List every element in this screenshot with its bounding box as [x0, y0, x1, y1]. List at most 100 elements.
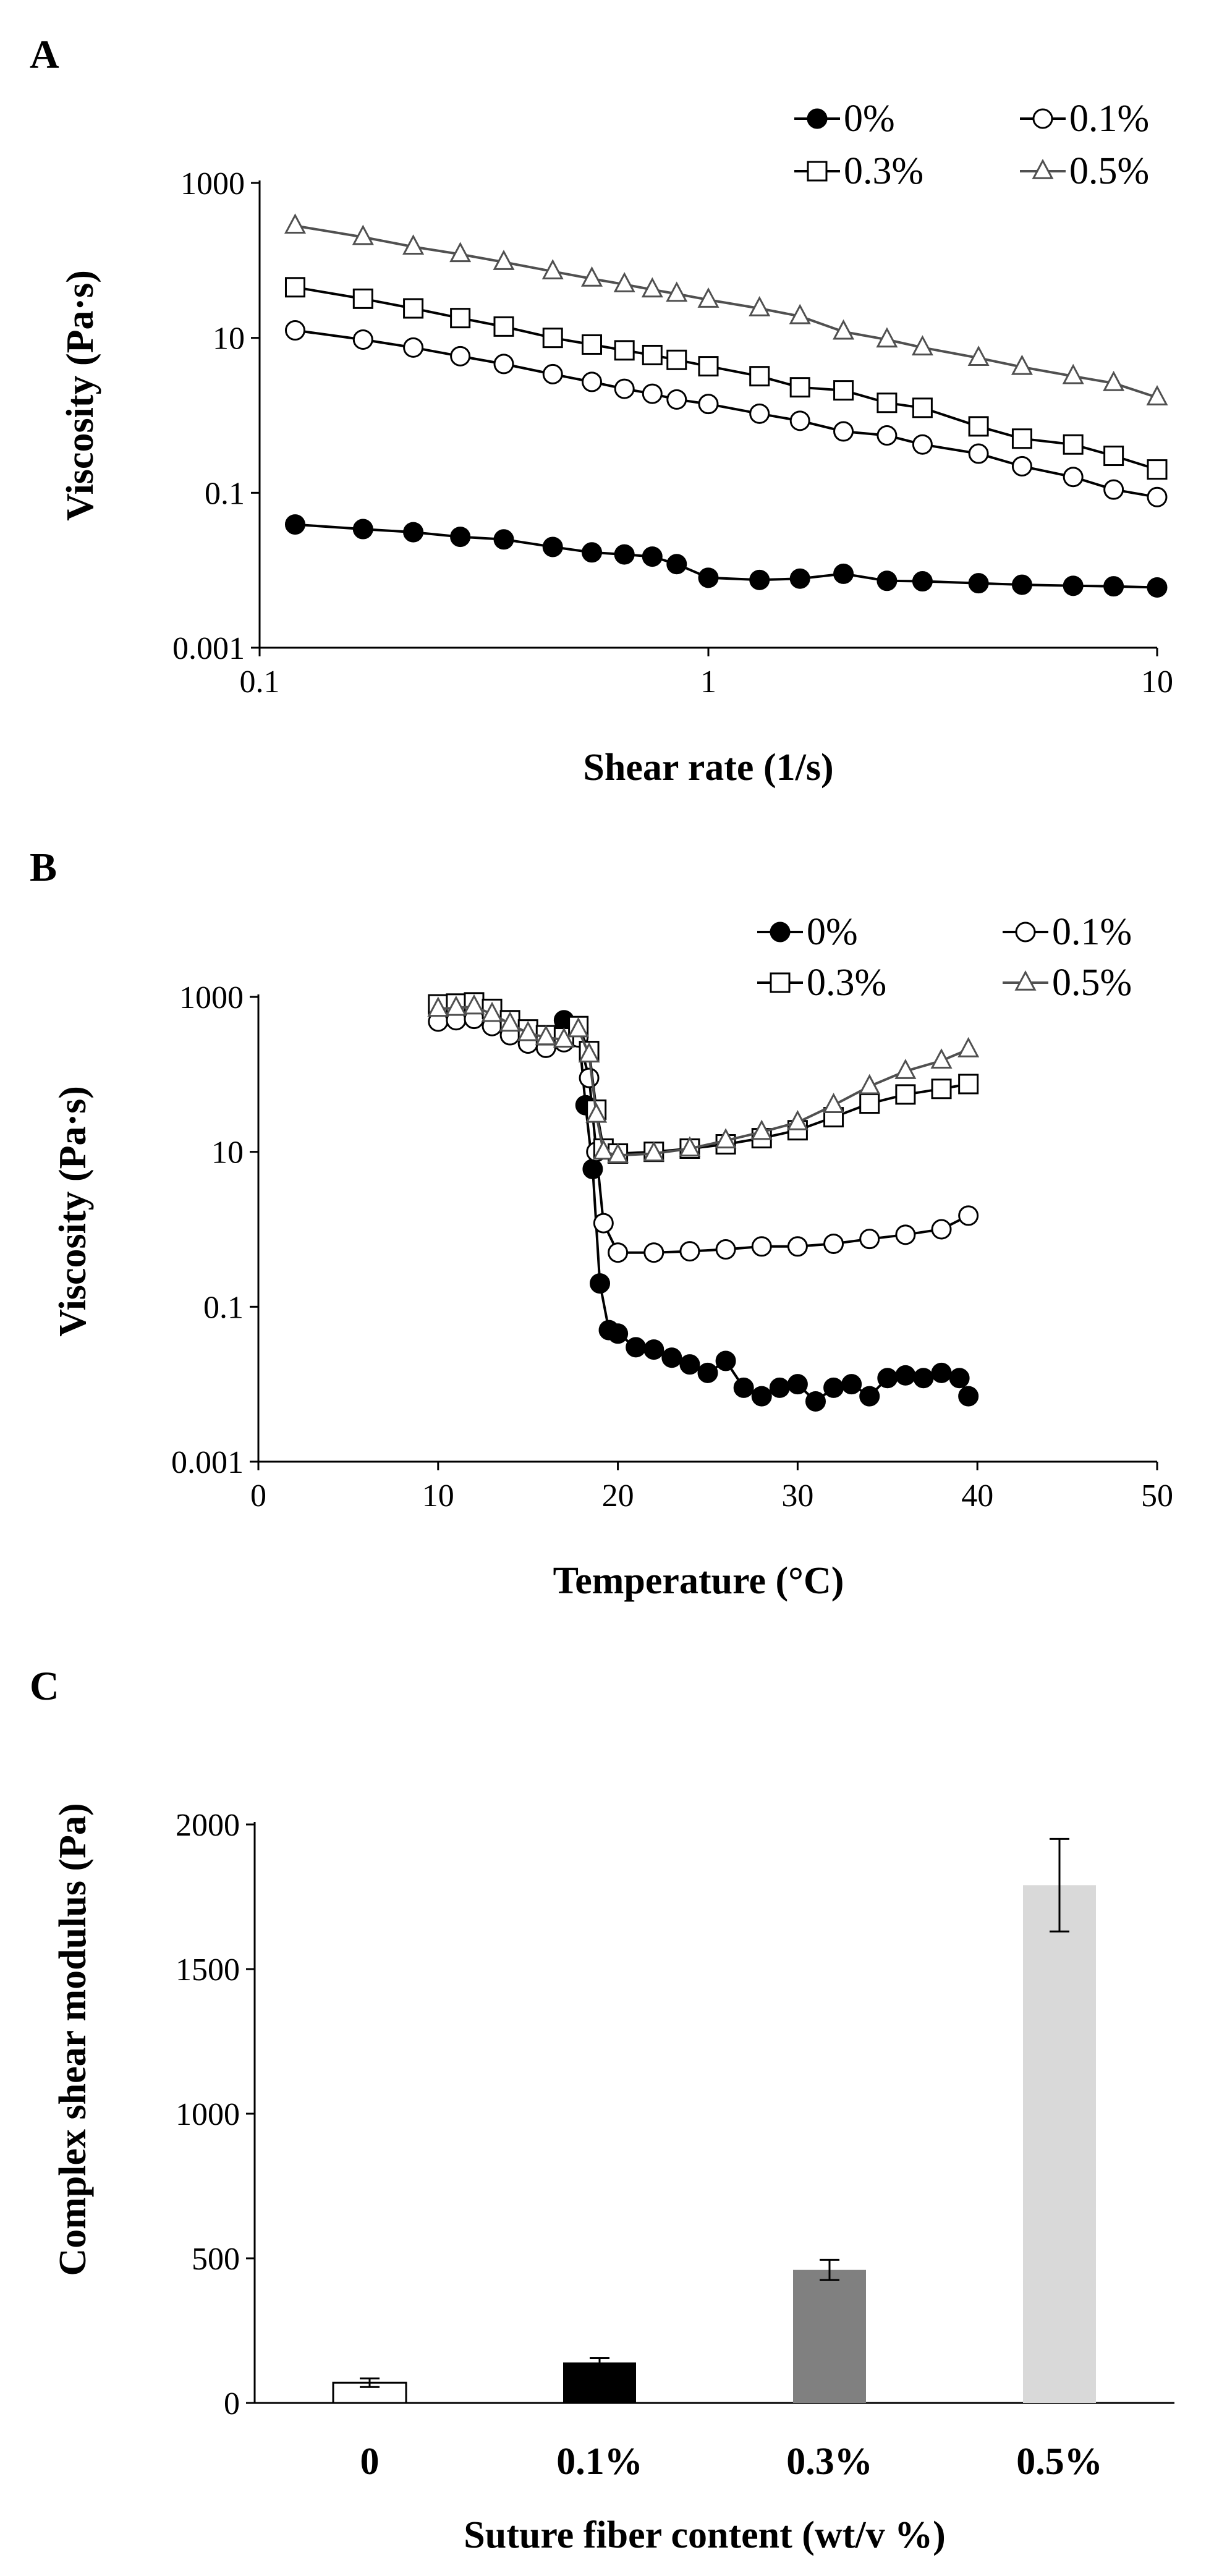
- panel-c: C 0 500 1000 1500 2000 0 0.1% 0.3% 0.5% Suture …: [30, 1664, 1174, 2556]
- legend-item: 0.3%: [794, 150, 923, 192]
- data-point: [789, 410, 810, 431]
- data-point: [787, 1236, 808, 1257]
- series-line: [438, 1010, 970, 1404]
- data-point: [833, 563, 854, 584]
- data-point: [957, 1036, 980, 1057]
- series-0.3%: [284, 277, 1168, 480]
- data-point: [958, 1386, 979, 1407]
- series-0.5%: [284, 213, 1168, 405]
- panel-letter-b: B: [30, 845, 57, 890]
- y-tick-label: 0.001: [172, 631, 245, 666]
- panel-a-y-axis-title: Viscosity (Pa·s): [59, 270, 101, 521]
- panel-c-y-axis-title: Complex shear modulus (Pa): [52, 1803, 94, 2276]
- legend-label: 0.5%: [1052, 962, 1132, 1004]
- data-point: [578, 1042, 600, 1063]
- data-point: [352, 329, 373, 350]
- data-point: [608, 1242, 629, 1263]
- data-point: [450, 527, 471, 548]
- series-line: [438, 1017, 969, 1254]
- y-tick-label: 10: [211, 1135, 244, 1171]
- x-category-label: 0: [360, 2441, 380, 2483]
- data-point: [949, 1368, 970, 1389]
- panel-a-series: [284, 213, 1168, 598]
- data-point: [679, 1241, 700, 1262]
- y-tick-label: 1000: [179, 980, 244, 1015]
- legend-item: 0.5%: [1020, 150, 1149, 192]
- data-point: [666, 281, 688, 302]
- bar: [1023, 1885, 1096, 2403]
- data-point: [931, 1078, 952, 1099]
- data-point: [567, 1017, 590, 1038]
- data-point: [553, 1027, 575, 1048]
- data-point: [666, 349, 687, 370]
- data-point: [1103, 370, 1125, 391]
- panel-letter-a: A: [30, 32, 59, 77]
- legend-label: 0.1%: [1052, 911, 1132, 953]
- data-point: [593, 1213, 614, 1234]
- legend-label: 0%: [844, 98, 895, 140]
- data-point: [450, 308, 471, 329]
- data-point: [352, 224, 374, 245]
- legend-item: 0.1%: [1003, 911, 1132, 953]
- legend-marker: [770, 972, 791, 993]
- data-point: [789, 303, 811, 324]
- data-point: [542, 536, 563, 557]
- panel-a-x-axis-title: Shear rate (1/s): [583, 747, 833, 789]
- data-point: [499, 1011, 521, 1032]
- data-point: [749, 569, 770, 590]
- data-point: [1011, 428, 1032, 449]
- x-category-label: 0.3%: [786, 2441, 873, 2483]
- data-point: [1062, 363, 1084, 384]
- bar-group: 0.3%: [786, 2258, 873, 2483]
- data-point: [614, 544, 635, 565]
- data-point: [493, 316, 514, 337]
- panel-c-bars: 0 0.1% 0.3% 0.5%: [332, 1837, 1103, 2483]
- data-point: [751, 1236, 772, 1257]
- x-tick-label: 10: [1141, 664, 1173, 700]
- data-point: [541, 259, 564, 279]
- data-point: [698, 394, 719, 415]
- panel-b-legend: 0% 0.1% 0.3% 0.5%: [757, 911, 1132, 1004]
- legend-marker: [1014, 970, 1037, 991]
- data-point: [931, 1362, 952, 1383]
- y-tick-label: 500: [192, 2242, 240, 2277]
- x-tick-label: 30: [781, 1478, 813, 1514]
- data-point: [666, 554, 687, 575]
- series-0.1%: [428, 1009, 979, 1263]
- panel-c-x-axis-title: Suture fiber content (wt/v %): [464, 2514, 946, 2556]
- data-point: [912, 397, 933, 418]
- y-tick-label: 10: [213, 321, 245, 357]
- legend-marker: [1032, 158, 1054, 179]
- data-point: [968, 416, 989, 437]
- data-point: [679, 1136, 701, 1157]
- data-point: [877, 570, 898, 591]
- data-point: [958, 1205, 979, 1226]
- data-point: [786, 1109, 809, 1130]
- series-0%: [284, 514, 1168, 598]
- data-point: [833, 380, 854, 401]
- data-point: [833, 421, 854, 442]
- data-point: [1147, 486, 1168, 507]
- data-point: [805, 1391, 826, 1412]
- data-point: [641, 277, 663, 298]
- x-tick-label: 20: [602, 1478, 634, 1514]
- data-point: [1011, 354, 1033, 375]
- data-point: [841, 1374, 862, 1395]
- data-point: [912, 434, 933, 455]
- y-tick-label: 1000: [176, 2097, 240, 2132]
- data-point: [789, 568, 810, 589]
- data-point: [733, 1377, 754, 1398]
- data-point: [582, 542, 603, 563]
- data-point: [787, 1374, 808, 1395]
- data-point: [590, 1273, 611, 1294]
- data-point: [789, 377, 810, 398]
- panel-c-axes: 0 500 1000 1500 2000: [176, 1808, 1174, 2421]
- data-point: [1011, 455, 1032, 477]
- data-point: [876, 327, 898, 348]
- data-point: [613, 272, 635, 292]
- bar: [332, 2381, 407, 2404]
- data-point: [769, 1377, 790, 1398]
- data-point: [1147, 577, 1168, 598]
